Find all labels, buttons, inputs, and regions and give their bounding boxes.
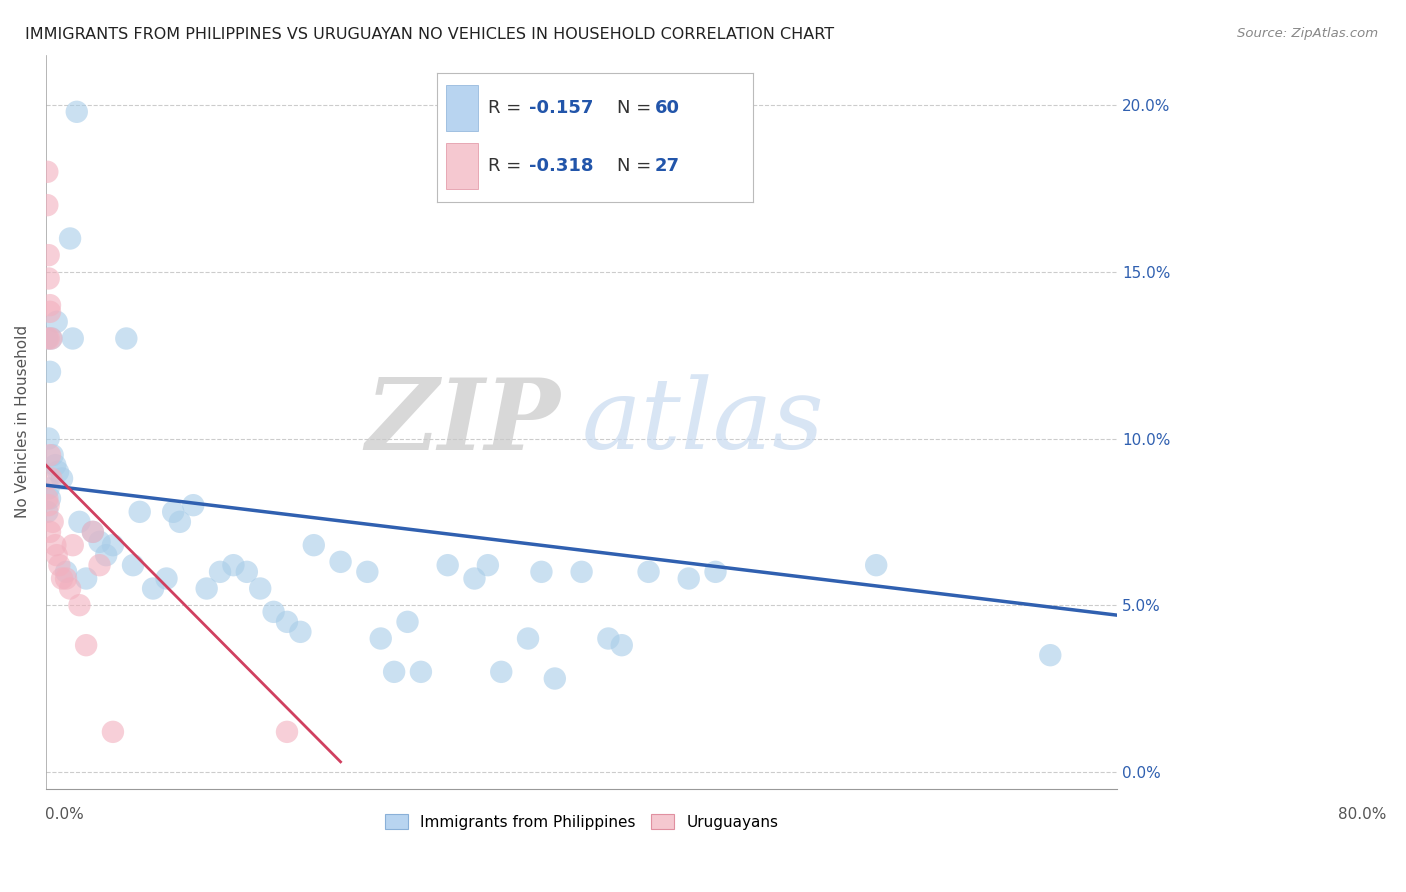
Point bbox=[195, 582, 218, 596]
Point bbox=[678, 572, 700, 586]
Point bbox=[544, 672, 567, 686]
Point bbox=[89, 534, 111, 549]
Point bbox=[45, 548, 67, 562]
Point bbox=[209, 565, 232, 579]
Point bbox=[69, 515, 91, 529]
Point bbox=[38, 498, 60, 512]
Point bbox=[82, 524, 104, 539]
Point bbox=[69, 598, 91, 612]
Text: 80.0%: 80.0% bbox=[1339, 807, 1386, 822]
Point bbox=[382, 665, 405, 679]
Point bbox=[370, 632, 392, 646]
Point bbox=[39, 365, 62, 379]
Point bbox=[46, 465, 69, 479]
Point bbox=[276, 724, 298, 739]
Text: atlas: atlas bbox=[582, 374, 824, 469]
Point bbox=[51, 572, 73, 586]
Point bbox=[329, 555, 352, 569]
Point bbox=[89, 558, 111, 573]
Legend: Immigrants from Philippines, Uruguayans: Immigrants from Philippines, Uruguayans bbox=[380, 807, 785, 836]
Point bbox=[865, 558, 887, 573]
Point bbox=[396, 615, 419, 629]
Point bbox=[59, 582, 82, 596]
Point bbox=[491, 665, 513, 679]
Point bbox=[571, 565, 593, 579]
Text: IMMIGRANTS FROM PHILIPPINES VS URUGUAYAN NO VEHICLES IN HOUSEHOLD CORRELATION CH: IMMIGRANTS FROM PHILIPPINES VS URUGUAYAN… bbox=[25, 27, 834, 42]
Point bbox=[101, 538, 124, 552]
Point bbox=[41, 448, 63, 462]
Point bbox=[45, 315, 67, 329]
Point bbox=[37, 331, 59, 345]
Point bbox=[44, 538, 66, 552]
Point bbox=[66, 104, 89, 119]
Text: Source: ZipAtlas.com: Source: ZipAtlas.com bbox=[1237, 27, 1378, 40]
Point bbox=[169, 515, 191, 529]
Point bbox=[356, 565, 378, 579]
Point bbox=[38, 331, 60, 345]
Point bbox=[181, 498, 204, 512]
Point bbox=[249, 582, 271, 596]
Point bbox=[55, 572, 77, 586]
Point bbox=[55, 565, 77, 579]
Point bbox=[39, 524, 62, 539]
Point bbox=[598, 632, 620, 646]
Text: ZIP: ZIP bbox=[366, 374, 560, 470]
Point bbox=[37, 198, 59, 212]
Point bbox=[101, 724, 124, 739]
Point bbox=[276, 615, 298, 629]
Point bbox=[37, 505, 59, 519]
Point bbox=[115, 331, 138, 345]
Point bbox=[162, 505, 184, 519]
Point bbox=[41, 331, 63, 345]
Point bbox=[704, 565, 727, 579]
Point bbox=[39, 305, 62, 319]
Point bbox=[1039, 648, 1062, 663]
Point bbox=[637, 565, 659, 579]
Point bbox=[39, 298, 62, 312]
Point bbox=[41, 331, 63, 345]
Point bbox=[610, 638, 633, 652]
Point bbox=[38, 271, 60, 285]
Point bbox=[38, 248, 60, 262]
Point bbox=[38, 482, 60, 496]
Point bbox=[409, 665, 432, 679]
Point bbox=[75, 572, 97, 586]
Point bbox=[142, 582, 165, 596]
Point bbox=[96, 548, 118, 562]
Point bbox=[82, 524, 104, 539]
Point bbox=[39, 448, 62, 462]
Point bbox=[477, 558, 499, 573]
Point bbox=[155, 572, 177, 586]
Point bbox=[51, 471, 73, 485]
Point bbox=[39, 491, 62, 506]
Point bbox=[62, 331, 84, 345]
Point bbox=[290, 624, 312, 639]
Point bbox=[75, 638, 97, 652]
Point bbox=[222, 558, 245, 573]
Point bbox=[122, 558, 145, 573]
Point bbox=[530, 565, 553, 579]
Text: 0.0%: 0.0% bbox=[45, 807, 83, 822]
Point bbox=[41, 515, 63, 529]
Point bbox=[38, 432, 60, 446]
Point bbox=[37, 165, 59, 179]
Point bbox=[236, 565, 259, 579]
Point bbox=[59, 231, 82, 245]
Point bbox=[463, 572, 485, 586]
Point bbox=[517, 632, 540, 646]
Point bbox=[37, 491, 59, 506]
Point bbox=[128, 505, 150, 519]
Point bbox=[302, 538, 325, 552]
Point bbox=[263, 605, 285, 619]
Point bbox=[41, 471, 63, 485]
Point bbox=[62, 538, 84, 552]
Point bbox=[44, 458, 66, 472]
Point bbox=[48, 558, 70, 573]
Y-axis label: No Vehicles in Household: No Vehicles in Household bbox=[15, 326, 30, 518]
Point bbox=[436, 558, 458, 573]
